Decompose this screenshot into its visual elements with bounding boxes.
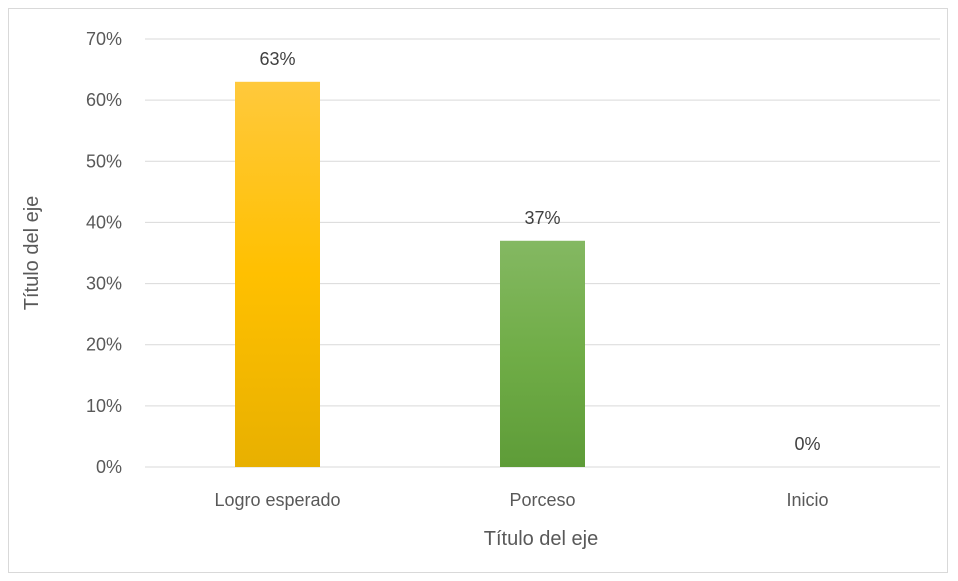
x-category-label: Porceso: [509, 490, 575, 510]
bars: [235, 81, 585, 468]
y-tick-label: 40%: [86, 212, 122, 232]
y-tick-label: 30%: [86, 274, 122, 294]
bar-porceso: [500, 240, 585, 467]
data-label: 37%: [524, 208, 560, 228]
y-axis-title: Título del eje: [21, 196, 43, 311]
x-axis-title: Título del eje: [484, 528, 599, 550]
data-label: 0%: [794, 434, 820, 454]
bar-logro-esperado: [235, 81, 320, 468]
y-tick-label: 10%: [86, 396, 122, 416]
x-category-label: Logro esperado: [214, 490, 340, 510]
y-axis-tick-labels: 0% 10% 20% 30% 40% 50% 60% 70%: [86, 29, 122, 477]
y-tick-label: 20%: [86, 335, 122, 355]
x-axis-category-labels: Logro esperado Porceso Inicio: [214, 490, 828, 510]
data-labels: 63% 37% 0%: [259, 49, 820, 454]
data-label: 63%: [259, 49, 295, 69]
y-tick-label: 50%: [86, 151, 122, 171]
y-tick-label: 0%: [96, 457, 122, 477]
chart-frame: [8, 8, 948, 573]
y-tick-label: 70%: [86, 29, 122, 49]
x-category-label: Inicio: [786, 490, 828, 510]
y-tick-label: 60%: [86, 90, 122, 110]
